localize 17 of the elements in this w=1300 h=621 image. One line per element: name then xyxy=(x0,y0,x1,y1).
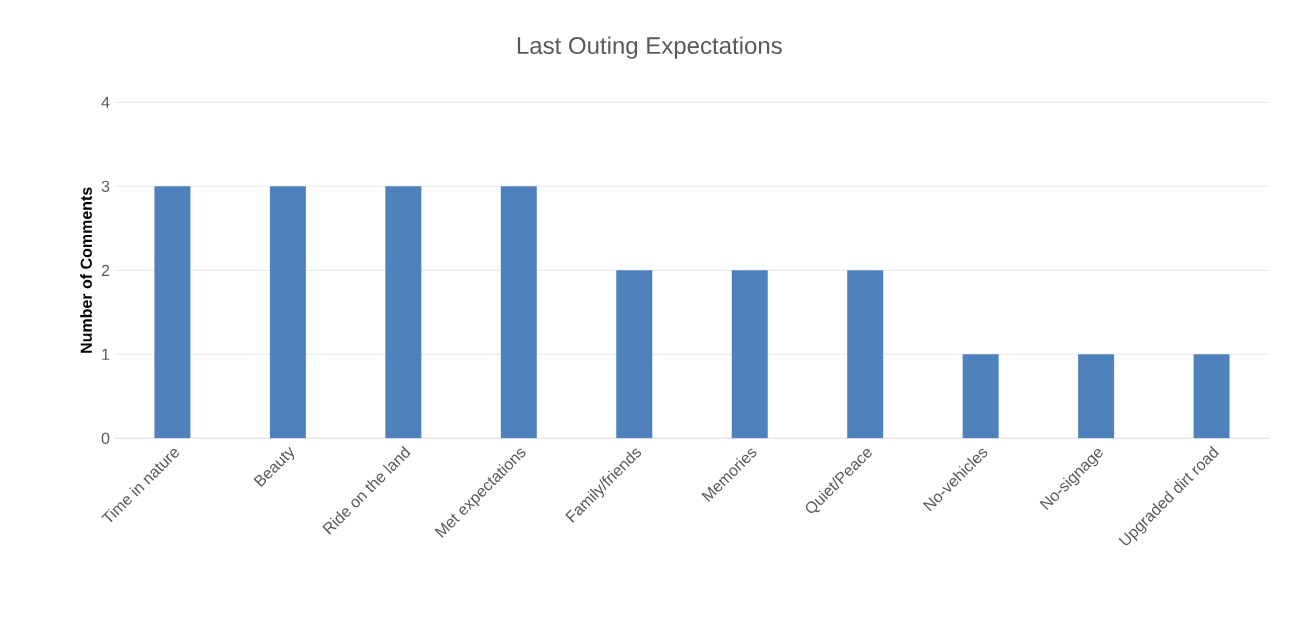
bar xyxy=(731,270,768,439)
bar xyxy=(1193,354,1230,439)
bar xyxy=(616,270,653,439)
y-tick-label: 3 xyxy=(101,180,110,192)
y-tick-label: 1 xyxy=(102,348,110,360)
bar xyxy=(154,186,191,439)
bar xyxy=(500,186,537,439)
bar xyxy=(385,186,422,439)
y-tick-label: 4 xyxy=(101,96,110,108)
bar xyxy=(1078,354,1115,439)
y-tick-label: 2 xyxy=(101,264,110,276)
bar xyxy=(847,270,884,439)
chart-title: Last Outing Expectations xyxy=(517,36,782,59)
y-tick-label: 0 xyxy=(101,432,110,444)
bar xyxy=(962,354,999,439)
bar xyxy=(269,186,306,439)
y-axis-title: Number of Comments xyxy=(80,187,92,353)
